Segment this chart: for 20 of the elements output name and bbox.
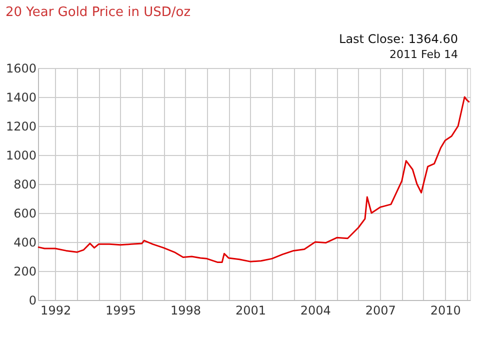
x-tick-label: 1995 <box>106 304 136 318</box>
text: 2011 Feb 14 <box>390 48 458 61</box>
y-tick-label: 1000 <box>6 148 36 162</box>
x-tick-label: 2007 <box>365 304 396 318</box>
y-tick-label: 1600 <box>6 62 36 76</box>
x-tick-label: 2010 <box>430 304 461 318</box>
x-tick-label: 2004 <box>300 304 331 318</box>
x-tick-label: 1998 <box>170 304 202 318</box>
y-tick-label: 600 <box>14 206 36 220</box>
y-tick-label: 1400 <box>6 90 36 104</box>
y-tick-label: 800 <box>14 178 36 192</box>
x-tick-label: 2001 <box>235 304 266 318</box>
line-series <box>37 96 470 264</box>
y-tick-label: 0 <box>28 294 36 308</box>
chart-title: 20 Year Gold Price in USD/oz <box>5 5 191 20</box>
x-tick-label: 1992 <box>40 304 72 318</box>
text: Last Close: 1364.60 <box>339 32 458 46</box>
y-tick-label: 1200 <box>6 120 36 134</box>
y-tick-label: 400 <box>14 236 36 250</box>
y-tick-label: 200 <box>14 264 36 278</box>
